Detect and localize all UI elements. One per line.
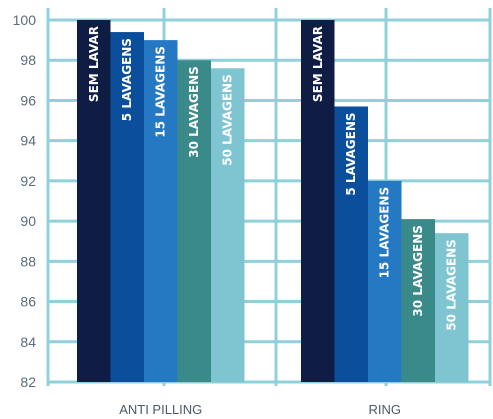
bar-label: 30 LAVAGENS	[187, 66, 201, 158]
bar-ring-15-lavagens	[368, 180, 402, 382]
bar-label: 5 LAVAGENS	[344, 112, 358, 195]
y-tick-label: 86	[20, 294, 36, 310]
bar-label: 30 LAVAGENS	[411, 225, 425, 317]
bar-anti-pilling-50-lavagens	[211, 68, 245, 383]
bar-label: 5 LAVAGENS	[120, 38, 134, 121]
bar-label: 15 LAVAGENS	[378, 187, 392, 279]
y-tick-label: 92	[20, 173, 36, 189]
y-tick-label: 100	[13, 12, 37, 28]
bar-label: SEM LAVAR	[311, 26, 325, 102]
axes: 82 84 86 88 90 92 94 96 98 100 ANTI PILLING RING	[13, 12, 401, 417]
bar-anti-pilling-30-lavagens	[177, 60, 211, 382]
bar-anti-pilling-5-lavagens	[110, 32, 144, 383]
y-tick-label: 94	[20, 133, 36, 149]
bar-anti-pilling-sem-lavar	[77, 20, 111, 382]
y-tick-label: 88	[20, 253, 36, 269]
y-tick-label: 96	[20, 92, 36, 108]
bar-ring-50-lavagens	[435, 233, 469, 382]
bar-label: SEM LAVAR	[87, 26, 101, 102]
x-category-label: RING	[369, 402, 402, 417]
y-tick-label: 90	[20, 213, 36, 229]
x-category-label: ANTI PILLING	[119, 402, 202, 417]
bar-ring-5-lavagens	[334, 106, 368, 382]
bars: SEM LAVAR 5 LAVAGENS 15 LAVAGENS 30 LAVAGEN…	[77, 20, 469, 383]
y-tick-label: 84	[20, 334, 36, 350]
bar-label: 50 LAVAGENS	[445, 239, 459, 331]
y-tick-label: 82	[20, 374, 36, 390]
bar-label: 15 LAVAGENS	[154, 46, 168, 138]
y-tick-label: 98	[20, 52, 36, 68]
bar-ring-sem-lavar	[301, 20, 335, 382]
bar-ring-30-lavagens	[401, 219, 435, 382]
bar-label: 50 LAVAGENS	[221, 74, 235, 165]
bar-anti-pilling-15-lavagens	[144, 40, 178, 382]
